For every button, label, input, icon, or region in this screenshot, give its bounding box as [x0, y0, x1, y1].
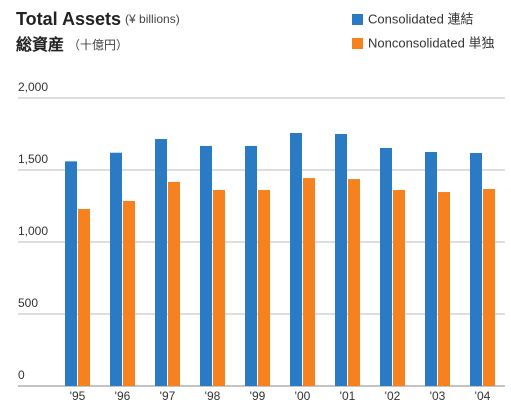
bar [200, 145, 212, 386]
x-tick-label: '01 [340, 389, 356, 403]
bar [245, 145, 257, 386]
bar [438, 192, 450, 386]
x-tick-label: '97 [160, 389, 176, 403]
bar [213, 190, 225, 386]
bar [483, 189, 495, 386]
legend-label: Nonconsolidated 単独 [368, 35, 494, 50]
bar [65, 161, 77, 386]
x-tick-label: '99 [250, 389, 266, 403]
x-tick-label: '00 [295, 389, 311, 403]
y-tick-label: 500 [18, 296, 38, 310]
chart-title: Total Assets (¥ billions) [16, 9, 180, 29]
bar [348, 179, 360, 386]
y-tick-label: 1,500 [18, 152, 48, 166]
x-tick-label: '03 [430, 389, 446, 403]
legend-swatch [352, 14, 363, 25]
subtitle: 総資産 [16, 35, 64, 54]
bar [335, 134, 347, 386]
bar [303, 178, 315, 386]
bar [258, 190, 270, 386]
bar [168, 181, 180, 386]
bar [155, 139, 167, 386]
legend-swatch [352, 38, 363, 49]
x-tick-label: '95 [70, 389, 86, 403]
bar [110, 152, 122, 386]
y-tick-label: 2,000 [18, 80, 48, 94]
title-note: (¥ billions) [125, 12, 180, 26]
bar [470, 153, 482, 386]
x-tick-label: '04 [475, 389, 491, 403]
x-tick-label: '98 [205, 389, 221, 403]
x-tick-label: '96 [115, 389, 131, 403]
bar [425, 152, 437, 386]
bar [393, 190, 405, 386]
y-tick-label: 0 [18, 368, 25, 382]
legend-label: Consolidated 連結 [368, 11, 474, 26]
subtitle-note: （十億円） [68, 38, 128, 52]
title: Total Assets [16, 9, 121, 29]
bar [78, 209, 90, 386]
bar [123, 200, 135, 386]
y-tick-label: 1,000 [18, 224, 48, 238]
bar [380, 147, 392, 386]
chart-subtitle: 総資産 （十億円） [16, 35, 128, 54]
x-tick-label: '02 [385, 389, 401, 403]
bar [290, 132, 302, 386]
